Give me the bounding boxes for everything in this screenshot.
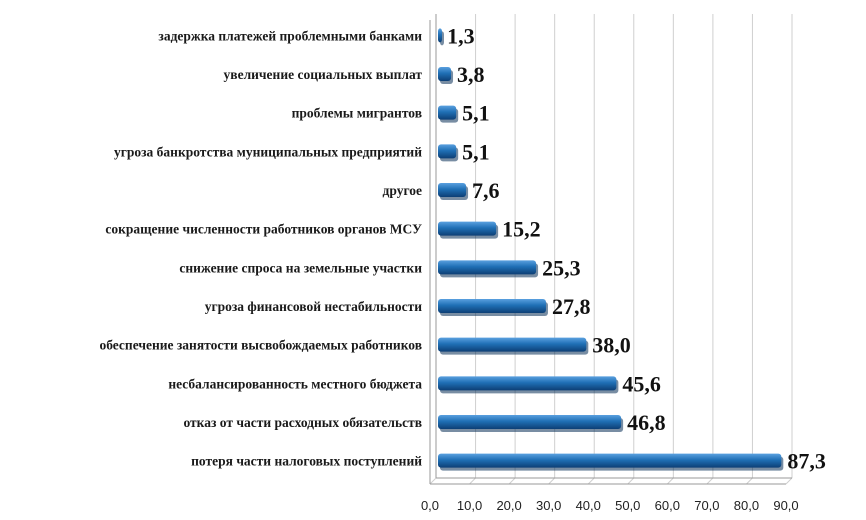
x-tick-label: 20,0	[496, 498, 521, 513]
category-label: отказ от части расходных обязательств	[183, 415, 422, 430]
value-label: 46,8	[627, 410, 666, 435]
value-label: 27,8	[552, 294, 591, 319]
bars	[438, 28, 784, 471]
bar	[438, 415, 622, 429]
gridline-floor	[746, 477, 753, 485]
category-label: несбалансированность местного бюджета	[168, 376, 422, 391]
value-labels: 1,3 3,8 5,1 5,1 7,615,225,3 27,838,0 45,6 46,8 8…	[447, 23, 826, 473]
bar	[438, 28, 442, 43]
x-tick-label: 80,0	[734, 498, 759, 513]
category-label: сокращение численности работников органо…	[105, 222, 422, 237]
category-label: потеря части налоговых поступлений	[191, 454, 422, 469]
category-label: обеспечение занятости высвобождаемых раб…	[99, 338, 422, 353]
gridline-floor	[469, 477, 476, 485]
gridline-floor	[785, 477, 793, 485]
category-labels: задержка платежей проблемными банками уве…	[99, 28, 422, 468]
x-tick-label: 0,0	[421, 498, 439, 513]
x-tick-label: 60,0	[655, 498, 680, 513]
bar	[438, 105, 457, 120]
category-label: угроза финансовой нестабильности	[205, 299, 422, 314]
bar	[438, 67, 452, 81]
category-label: проблемы мигрантов	[292, 106, 422, 121]
value-label: 3,8	[457, 62, 485, 87]
value-label: 1,3	[447, 23, 475, 48]
value-label: 87,3	[787, 449, 826, 474]
value-label: 25,3	[542, 255, 581, 280]
bar	[438, 376, 617, 391]
value-label: 5,1	[462, 139, 490, 164]
gridline-floor	[666, 477, 674, 485]
category-label: снижение спроса на земельные участки	[179, 260, 422, 275]
category-label: задержка платежей проблемными банками	[158, 28, 422, 43]
value-label: 15,2	[502, 217, 541, 242]
x-tick-label: 90,0	[773, 498, 798, 513]
gridline-floor	[587, 477, 595, 485]
gridlines	[429, 14, 793, 485]
gridline-floor	[429, 477, 437, 485]
x-tick-label: 40,0	[576, 498, 601, 513]
value-label: 38,0	[592, 333, 631, 358]
value-label: 5,1	[462, 101, 490, 126]
axes	[429, 14, 792, 485]
category-label: другое	[383, 183, 422, 198]
bar	[438, 221, 497, 236]
bar	[438, 337, 587, 352]
bar	[438, 183, 467, 197]
value-label: 45,6	[622, 371, 661, 396]
x-tick-label: 70,0	[694, 498, 719, 513]
bar	[438, 453, 782, 468]
value-label: 7,6	[472, 178, 500, 203]
bar	[438, 260, 537, 275]
x-tick-labels: 0,0 10,0 20,0 30,0 40,0 50,0 60,0 70,0 80,0 90,0	[421, 498, 799, 513]
category-label: увеличение социальных выплат	[224, 67, 423, 82]
bar	[438, 299, 546, 313]
gridline-floor	[548, 477, 556, 485]
x-tick-label: 10,0	[457, 498, 482, 513]
gridline-floor	[627, 477, 635, 485]
gridline-floor	[508, 477, 516, 485]
x-tick-label: 50,0	[615, 498, 640, 513]
bar	[438, 144, 457, 159]
gridline-floor	[706, 477, 714, 485]
category-label: угроза банкротства муниципальных предпри…	[114, 144, 422, 159]
x-tick-label: 30,0	[536, 498, 561, 513]
